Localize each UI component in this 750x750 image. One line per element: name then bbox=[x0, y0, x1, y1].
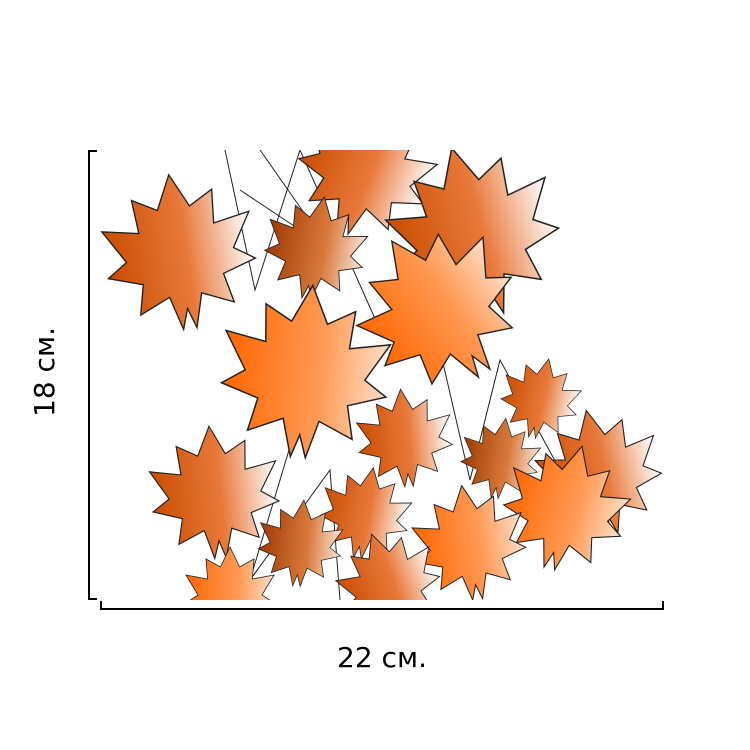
leaf bbox=[185, 546, 275, 600]
width-label: 22 см. bbox=[337, 641, 427, 674]
height-bracket bbox=[88, 150, 97, 600]
leaf bbox=[100, 163, 265, 340]
width-bracket bbox=[100, 601, 664, 610]
leaf bbox=[145, 420, 285, 565]
leaf-garland bbox=[100, 150, 665, 600]
height-label: 18 см. bbox=[28, 327, 61, 417]
leaf bbox=[406, 477, 533, 600]
